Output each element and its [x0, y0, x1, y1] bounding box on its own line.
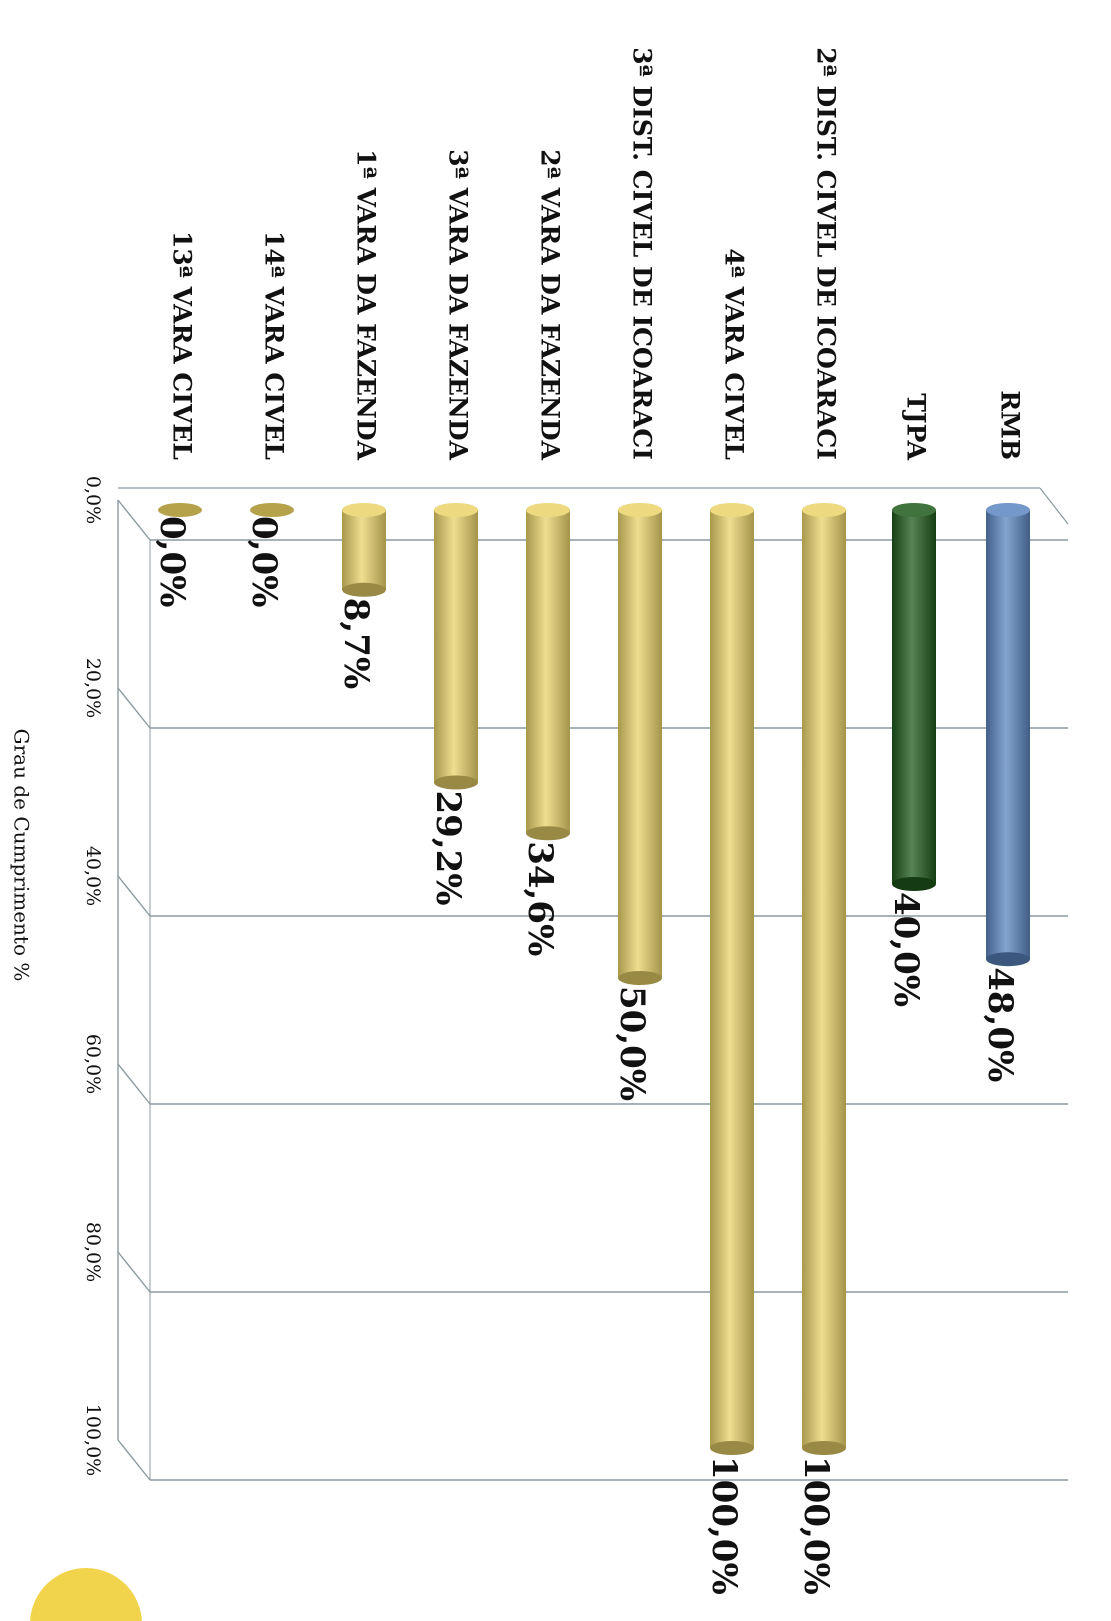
bar — [710, 503, 754, 1455]
bar-flat — [158, 503, 202, 517]
bar-body — [342, 510, 386, 590]
gridline-depth — [117, 875, 151, 917]
bar-cap — [434, 775, 478, 790]
bar-cap — [526, 826, 570, 841]
bar — [892, 503, 936, 891]
gridline-depth — [117, 1251, 151, 1293]
gridline-depth — [117, 1063, 151, 1105]
bar — [526, 503, 570, 841]
bar-top — [710, 503, 754, 517]
tick-label: 0,0% — [82, 476, 104, 524]
bar-top — [342, 503, 386, 517]
category-label: 3ª VARA DA FAZENDA — [444, 149, 473, 460]
bar-cap — [618, 971, 662, 985]
bar — [986, 503, 1030, 967]
decorative-circle — [30, 1568, 142, 1621]
bar-cap — [802, 1441, 846, 1455]
data-label: 0,0% — [152, 516, 192, 607]
bar-top — [618, 503, 662, 517]
bar-body — [986, 510, 1030, 960]
bar — [434, 503, 478, 790]
category-label: 4ª VARA CIVEL — [720, 248, 749, 460]
tick-label: 60,0% — [82, 1034, 104, 1094]
bar — [802, 503, 846, 1455]
category-label: 1ª VARA DA FAZENDA — [352, 149, 381, 460]
bar — [158, 503, 202, 517]
data-label: 29,2% — [428, 790, 468, 905]
category-label: 14ª VARA CIVEL — [260, 231, 289, 460]
bar-cap — [986, 952, 1030, 967]
tick-label: 100,0% — [82, 1404, 104, 1476]
category-label: TJPA — [902, 393, 931, 460]
data-label: 100,0% — [704, 1456, 744, 1595]
bar-top — [802, 503, 846, 517]
bar-top — [892, 503, 936, 517]
bar — [250, 503, 294, 517]
bar-cap — [892, 877, 936, 891]
value-axis-title: Grau de Cumprimento % — [10, 729, 34, 982]
tick-label: 40,0% — [82, 846, 104, 906]
bar — [342, 503, 386, 597]
bar-body — [710, 510, 754, 1448]
bar-body — [434, 510, 478, 783]
floor-edge — [1039, 487, 1069, 525]
data-label: 100,0% — [796, 1456, 836, 1595]
data-label: 40,0% — [886, 892, 926, 1007]
tick-label: 80,0% — [82, 1222, 104, 1282]
bar-body — [618, 510, 662, 978]
bar-cap — [342, 582, 386, 597]
grid-layer — [117, 487, 1069, 1481]
bar-cap — [710, 1441, 754, 1455]
tick-layer: 0,0% 20,0% 40,0% 60,0% 80,0% 100,0% — [82, 476, 104, 1476]
category-label: 3ª DIST. CIVEL DE ICOARACI — [628, 47, 657, 460]
data-label: 0,0% — [244, 516, 284, 607]
gridline-depth — [117, 1439, 151, 1481]
bar-top — [986, 503, 1030, 517]
tick-label: 20,0% — [82, 658, 104, 718]
bar-top — [434, 503, 478, 517]
category-label: 2ª VARA DA FAZENDA — [536, 149, 565, 460]
bar-layer — [158, 503, 1030, 1455]
bar-top — [526, 503, 570, 517]
gridline-depth — [117, 499, 151, 541]
bar — [618, 503, 662, 985]
bar-body — [892, 510, 936, 884]
data-label: 34,6% — [520, 841, 560, 956]
gridline-depth — [117, 687, 151, 729]
category-label: RMB — [996, 390, 1025, 460]
data-label: 50,0% — [612, 986, 652, 1101]
category-label: 2ª DIST. CIVEL DE ICOARACI — [812, 47, 841, 460]
data-label: 8,7% — [336, 598, 376, 689]
label-layer: 48,0% RMB 40,0% TJPA 100,0% 2ª DIST. CIVEL DE… — [152, 47, 1025, 1595]
bar-body — [802, 510, 846, 1448]
bar-flat — [250, 503, 294, 517]
bar-body — [526, 510, 570, 834]
data-label: 48,0% — [980, 967, 1020, 1082]
category-label: 13ª VARA CIVEL — [168, 231, 197, 460]
